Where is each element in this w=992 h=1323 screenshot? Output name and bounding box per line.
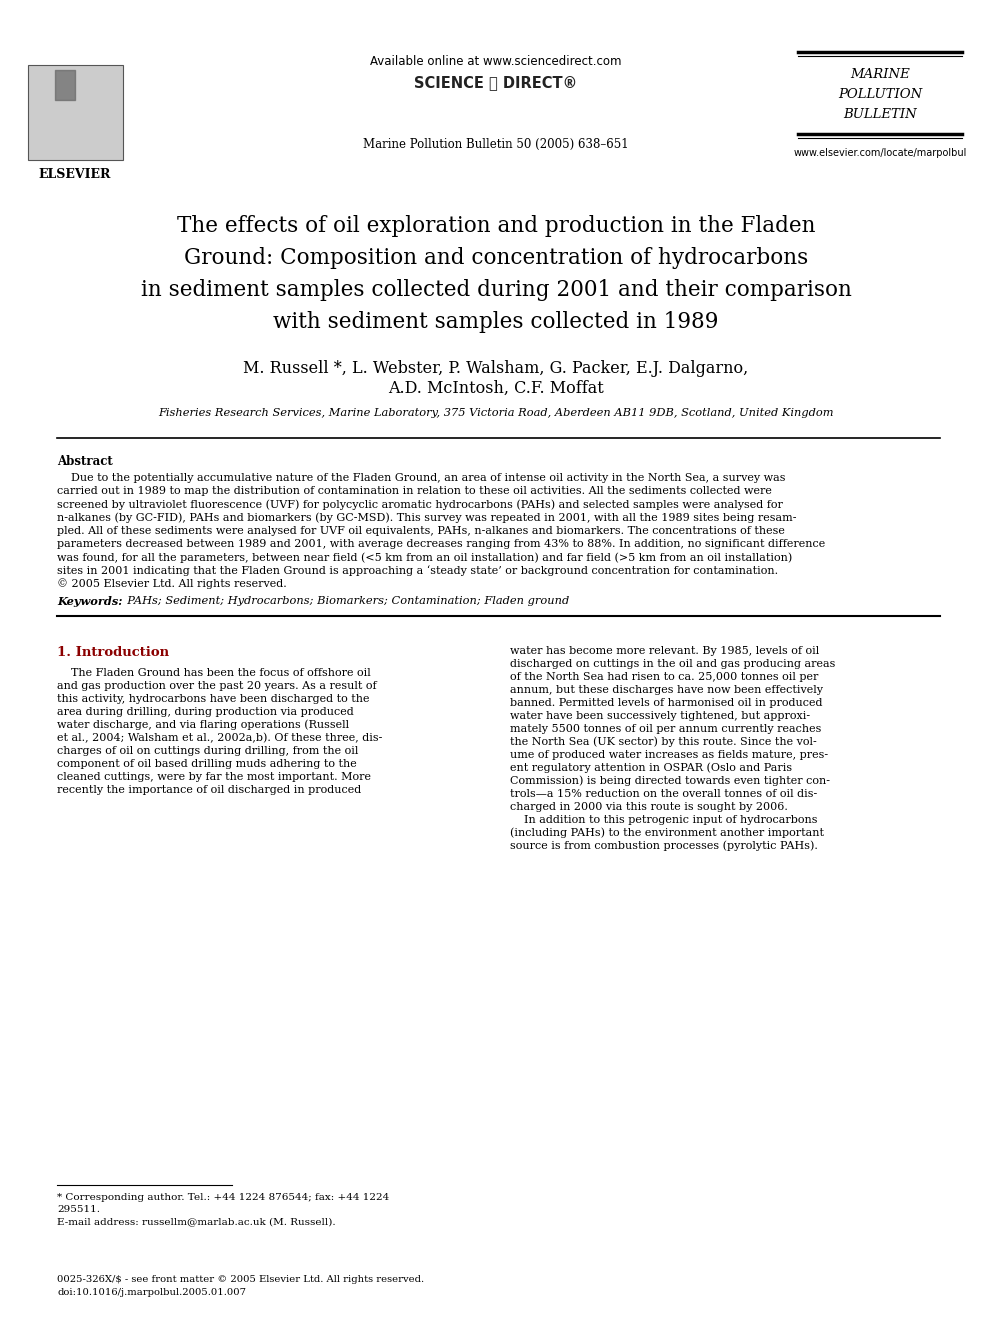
Text: charged in 2000 via this route is sought by 2006.: charged in 2000 via this route is sought… [510, 802, 788, 812]
Text: Fisheries Research Services, Marine Laboratory, 375 Victoria Road, Aberdeen AB11: Fisheries Research Services, Marine Labo… [159, 407, 833, 418]
Text: water discharge, and via flaring operations (Russell: water discharge, and via flaring operati… [57, 720, 349, 730]
Text: Commission) is being directed towards even tighter con-: Commission) is being directed towards ev… [510, 775, 830, 786]
Text: annum, but these discharges have now been effectively: annum, but these discharges have now bee… [510, 685, 823, 695]
Text: charges of oil on cuttings during drilling, from the oil: charges of oil on cuttings during drilli… [57, 746, 358, 755]
Text: The Fladen Ground has been the focus of offshore oil: The Fladen Ground has been the focus of … [57, 668, 371, 677]
Text: ent regulatory attention in OSPAR (Oslo and Paris: ent regulatory attention in OSPAR (Oslo … [510, 763, 793, 774]
Text: parameters decreased between 1989 and 2001, with average decreases ranging from : parameters decreased between 1989 and 20… [57, 538, 825, 549]
Text: water has become more relevant. By 1985, levels of oil: water has become more relevant. By 1985,… [510, 646, 819, 656]
Text: A.D. McIntosh, C.F. Moffat: A.D. McIntosh, C.F. Moffat [388, 380, 604, 397]
Bar [28, 65, 123, 160]
Text: MARINE: MARINE [850, 67, 910, 81]
Text: PAHs; Sediment; Hydrocarbons; Biomarkers; Contamination; Fladen ground: PAHs; Sediment; Hydrocarbons; Biomarkers… [120, 595, 569, 606]
Text: BULLETIN: BULLETIN [843, 108, 917, 120]
Text: cleaned cuttings, were by far the most important. More: cleaned cuttings, were by far the most i… [57, 771, 371, 782]
Text: POLLUTION: POLLUTION [838, 89, 923, 101]
Text: discharged on cuttings in the oil and gas producing areas: discharged on cuttings in the oil and ga… [510, 659, 835, 669]
Text: and gas production over the past 20 years. As a result of: and gas production over the past 20 year… [57, 681, 377, 691]
Text: doi:10.1016/j.marpolbul.2005.01.007: doi:10.1016/j.marpolbul.2005.01.007 [57, 1289, 246, 1297]
Text: was found, for all the parameters, between near field (<5 km from an oil install: was found, for all the parameters, betwe… [57, 552, 793, 562]
Text: in sediment samples collected during 2001 and their comparison: in sediment samples collected during 200… [141, 279, 851, 302]
Text: component of oil based drilling muds adhering to the: component of oil based drilling muds adh… [57, 759, 357, 769]
Text: pled. All of these sediments were analysed for UVF oil equivalents, PAHs, n-alka: pled. All of these sediments were analys… [57, 525, 785, 536]
Text: trols—a 15% reduction on the overall tonnes of oil dis-: trols—a 15% reduction on the overall ton… [510, 789, 817, 799]
Text: of the North Sea had risen to ca. 25,000 tonnes oil per: of the North Sea had risen to ca. 25,000… [510, 672, 818, 681]
Text: © 2005 Elsevier Ltd. All rights reserved.: © 2005 Elsevier Ltd. All rights reserved… [57, 578, 287, 589]
Text: screened by ultraviolet fluorescence (UVF) for polycyclic aromatic hydrocarbons : screened by ultraviolet fluorescence (UV… [57, 499, 783, 509]
Text: area during drilling, during production via produced: area during drilling, during production … [57, 706, 354, 717]
Text: Due to the potentially accumulative nature of the Fladen Ground, an area of inte: Due to the potentially accumulative natu… [57, 474, 786, 483]
Text: Keywords:: Keywords: [57, 595, 122, 607]
Text: the North Sea (UK sector) by this route. Since the vol-: the North Sea (UK sector) by this route.… [510, 737, 816, 747]
Text: with sediment samples collected in 1989: with sediment samples collected in 1989 [273, 311, 719, 333]
Text: ume of produced water increases as fields mature, pres-: ume of produced water increases as field… [510, 750, 828, 759]
Text: Abstract: Abstract [57, 455, 113, 468]
Text: * Corresponding author. Tel.: +44 1224 876544; fax: +44 1224: * Corresponding author. Tel.: +44 1224 8… [57, 1193, 389, 1203]
Text: n-alkanes (by GC-FID), PAHs and biomarkers (by GC-MSD). This survey was repeated: n-alkanes (by GC-FID), PAHs and biomarke… [57, 512, 797, 523]
Text: banned. Permitted levels of harmonised oil in produced: banned. Permitted levels of harmonised o… [510, 697, 822, 708]
Text: carried out in 1989 to map the distribution of contamination in relation to thes: carried out in 1989 to map the distribut… [57, 486, 772, 496]
Text: sites in 2001 indicating that the Fladen Ground is approaching a ‘steady state’ : sites in 2001 indicating that the Fladen… [57, 565, 778, 577]
Text: 1. Introduction: 1. Introduction [57, 646, 169, 659]
Text: Available online at www.sciencedirect.com: Available online at www.sciencedirect.co… [370, 56, 622, 67]
Text: SCIENCE ⓓ DIRECT®: SCIENCE ⓓ DIRECT® [415, 75, 577, 90]
Text: 295511.: 295511. [57, 1205, 100, 1215]
Text: www.elsevier.com/locate/marpolbul: www.elsevier.com/locate/marpolbul [794, 148, 966, 157]
Text: this activity, hydrocarbons have been discharged to the: this activity, hydrocarbons have been di… [57, 693, 369, 704]
Text: (including PAHs) to the environment another important: (including PAHs) to the environment anot… [510, 828, 824, 839]
Text: In addition to this petrogenic input of hydrocarbons: In addition to this petrogenic input of … [510, 815, 817, 824]
Text: source is from combustion processes (pyrolytic PAHs).: source is from combustion processes (pyr… [510, 841, 817, 852]
Text: 0025-326X/$ - see front matter © 2005 Elsevier Ltd. All rights reserved.: 0025-326X/$ - see front matter © 2005 El… [57, 1275, 425, 1285]
Text: M. Russell *, L. Webster, P. Walsham, G. Packer, E.J. Dalgarno,: M. Russell *, L. Webster, P. Walsham, G.… [243, 360, 749, 377]
Text: recently the importance of oil discharged in produced: recently the importance of oil discharge… [57, 785, 361, 795]
Text: Ground: Composition and concentration of hydrocarbons: Ground: Composition and concentration of… [184, 247, 808, 269]
Text: ELSEVIER: ELSEVIER [39, 168, 111, 181]
Text: mately 5500 tonnes of oil per annum currently reaches: mately 5500 tonnes of oil per annum curr… [510, 724, 821, 734]
Text: The effects of oil exploration and production in the Fladen: The effects of oil exploration and produ… [177, 216, 815, 237]
Text: water have been successively tightened, but approxi-: water have been successively tightened, … [510, 710, 810, 721]
Text: E-mail address: russellm@marlab.ac.uk (M. Russell).: E-mail address: russellm@marlab.ac.uk (M… [57, 1217, 335, 1226]
Text: et al., 2004; Walsham et al., 2002a,b). Of these three, dis-: et al., 2004; Walsham et al., 2002a,b). … [57, 733, 382, 744]
Text: Marine Pollution Bulletin 50 (2005) 638–651: Marine Pollution Bulletin 50 (2005) 638–… [363, 138, 629, 151]
